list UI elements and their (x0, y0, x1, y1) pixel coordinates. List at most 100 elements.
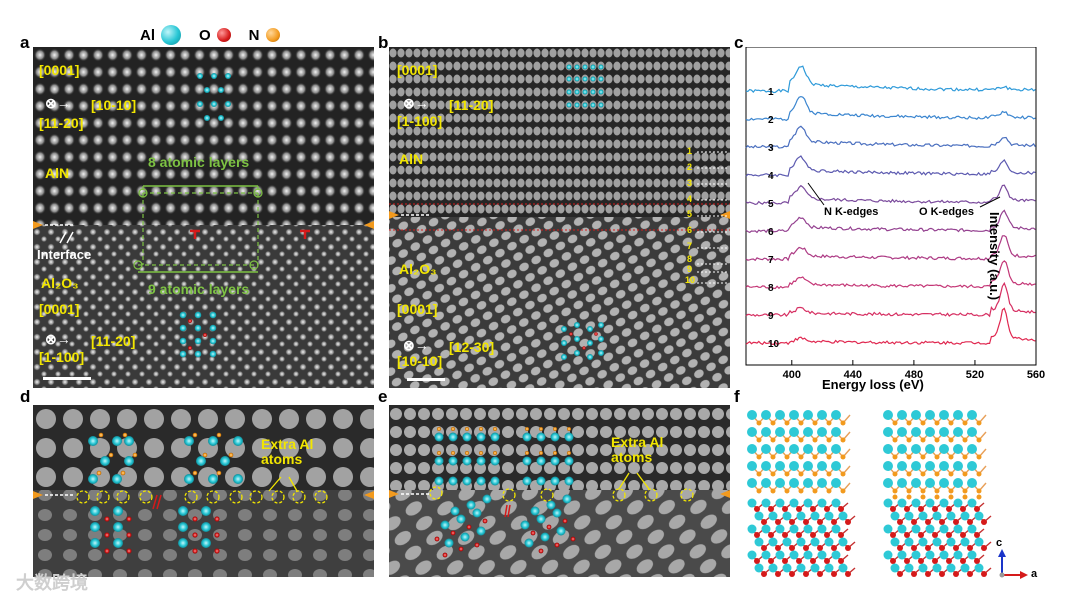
o-atom (810, 506, 816, 512)
series-line-1 (745, 65, 1036, 94)
panel-b-top-direction: [0001] (397, 62, 438, 78)
panel-b-bot-right-direction: [12-30] (449, 339, 495, 355)
panel-a-bot-sub-direction: [1-100] (39, 349, 85, 365)
al-atom (967, 444, 977, 454)
al-atom (897, 444, 907, 454)
n-atom (892, 471, 898, 477)
panel-b-marker-8: 8 (687, 254, 693, 264)
panel-e-extra-al-label: Extra Al atoms (611, 434, 664, 465)
o-atom (768, 558, 774, 564)
al-atom (967, 498, 977, 508)
panel-a-layers-top: 8 atomic layers (148, 154, 250, 170)
n-atom (770, 437, 776, 443)
o-atom (897, 519, 903, 525)
panel-b-stem-image: [0001] ⊗→ [11-20] [1-100] AlN Al₂O₃ [000… (389, 47, 730, 388)
o-atom (890, 506, 896, 512)
n-atom (812, 471, 818, 477)
al-atom (789, 550, 799, 560)
panel-b-marker-5: 5 (687, 209, 693, 219)
al-atom (817, 461, 827, 471)
al-atom (925, 524, 935, 534)
n-atom (892, 420, 898, 426)
n-atom (962, 471, 968, 477)
al-atom (883, 550, 893, 560)
series-label-8: 8 (768, 283, 774, 294)
al-atom (918, 563, 928, 573)
panel-a-bot-direction: [0001] (39, 301, 80, 317)
o-atom (918, 532, 924, 538)
al-atom (810, 537, 820, 547)
panel-c-eels-chart: 400 440 480 520 560 1 2 3 4 5 6 7 8 9 10 N K-edges O K-e… (744, 47, 1080, 393)
al-atom (775, 524, 785, 534)
n-atom (812, 454, 818, 460)
al-atom (838, 537, 848, 547)
al-atom (974, 563, 984, 573)
o-atom (824, 558, 830, 564)
al-atom (768, 537, 778, 547)
al-atom (775, 478, 785, 488)
al-atom (768, 511, 778, 521)
o-atom (754, 532, 760, 538)
o-atom (918, 506, 924, 512)
o-k-edge-arrow (979, 196, 1001, 208)
axis-a-label: a (1031, 568, 1038, 580)
panel-a-stem-image: [0001] [10-10] [11-20] ⊗→ AlN 8 atomic l… (33, 47, 374, 388)
o-atom (974, 532, 980, 538)
n-atom (948, 494, 954, 500)
panel-b-bot-direction: [0001] (397, 301, 438, 317)
n-atom (934, 420, 940, 426)
n-atom (770, 471, 776, 477)
series-label-2: 2 (768, 115, 774, 126)
o-atom (953, 545, 959, 551)
al-atom (803, 478, 813, 488)
o-atom (803, 571, 809, 577)
n-atom (934, 488, 940, 494)
al-atom (775, 461, 785, 471)
o-atom (911, 519, 917, 525)
panel-b-marker-3: 3 (687, 178, 693, 188)
series-line-5 (745, 184, 1036, 206)
al-atom (946, 511, 956, 521)
al-atom (953, 478, 963, 488)
n-atom (798, 437, 804, 443)
n-atom (784, 471, 790, 477)
n-atom (892, 488, 898, 494)
al-atom (789, 427, 799, 437)
al-atom (831, 427, 841, 437)
n-atom (892, 437, 898, 443)
o-atom (796, 532, 802, 538)
chart-frame (745, 47, 1037, 366)
al-atom (883, 478, 893, 488)
o-atom (817, 571, 823, 577)
n-atom (976, 454, 982, 460)
al-atom (883, 461, 893, 471)
n-atom (962, 437, 968, 443)
n-atom (976, 437, 982, 443)
n-atom (826, 471, 832, 477)
al-atom (789, 478, 799, 488)
al-atom (939, 550, 949, 560)
al-atom (761, 427, 771, 437)
series-line-7 (745, 235, 1036, 262)
panel-b-bot-sub-direction: [10-10] (397, 353, 443, 369)
o-atom (782, 532, 788, 538)
n-atom (976, 471, 982, 477)
panel-a-aln-label: AlN (45, 165, 70, 181)
al-atom (932, 537, 942, 547)
o-atom (817, 519, 823, 525)
al-atom (747, 550, 757, 560)
n-atom (948, 454, 954, 460)
o-atom (939, 519, 945, 525)
o-atom (789, 519, 795, 525)
legend-o-label: O (199, 26, 211, 44)
chart-ylabel: Intensity (a.u.) (987, 212, 1002, 301)
o-atom (845, 571, 851, 577)
al-atom (803, 427, 813, 437)
o-atom (824, 506, 830, 512)
n-atom (906, 471, 912, 477)
o-atom (904, 558, 910, 564)
o-atom (946, 558, 952, 564)
panel-b-top-sub-direction: [1-100] (397, 113, 443, 129)
n-atom (920, 488, 926, 494)
n-atom (906, 488, 912, 494)
